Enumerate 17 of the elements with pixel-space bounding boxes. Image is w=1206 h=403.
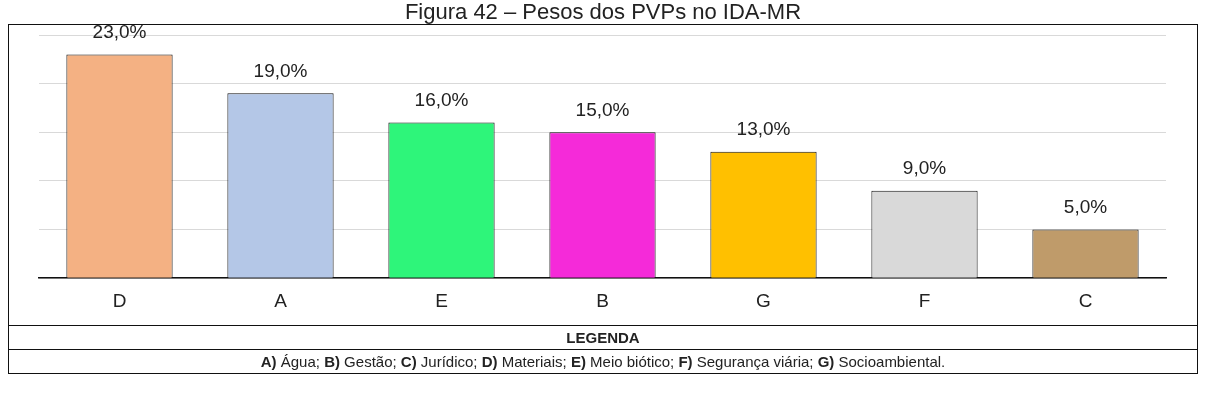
x-tick-label: E <box>435 289 448 311</box>
text: LEGENDA <box>566 329 640 346</box>
x-tick-label: G <box>756 289 771 311</box>
x-tick-label: B <box>596 289 609 311</box>
x-tick-label: C <box>1078 289 1093 311</box>
x-tick-label: D <box>112 289 127 311</box>
data-label: 19,0% <box>253 60 308 82</box>
x-tick-label: F <box>918 289 931 311</box>
data-label: 5,0% <box>1063 196 1108 218</box>
text: A) Água; B) Gestão; C) Jurídico; D) Materiais; E) Meio biótico; F) Segurança viária; G) Socioambiental. <box>260 353 946 370</box>
chart-title: Figura 42 – Pesos dos PVPs no IDA-MR <box>404 0 802 24</box>
x-tick-label: A <box>274 289 288 311</box>
data-label: 15,0% <box>575 99 630 121</box>
data-label: 23,0% <box>92 21 147 43</box>
data-label: 9,0% <box>902 157 947 179</box>
data-label: 13,0% <box>736 118 791 140</box>
data-label: 16,0% <box>414 89 469 111</box>
